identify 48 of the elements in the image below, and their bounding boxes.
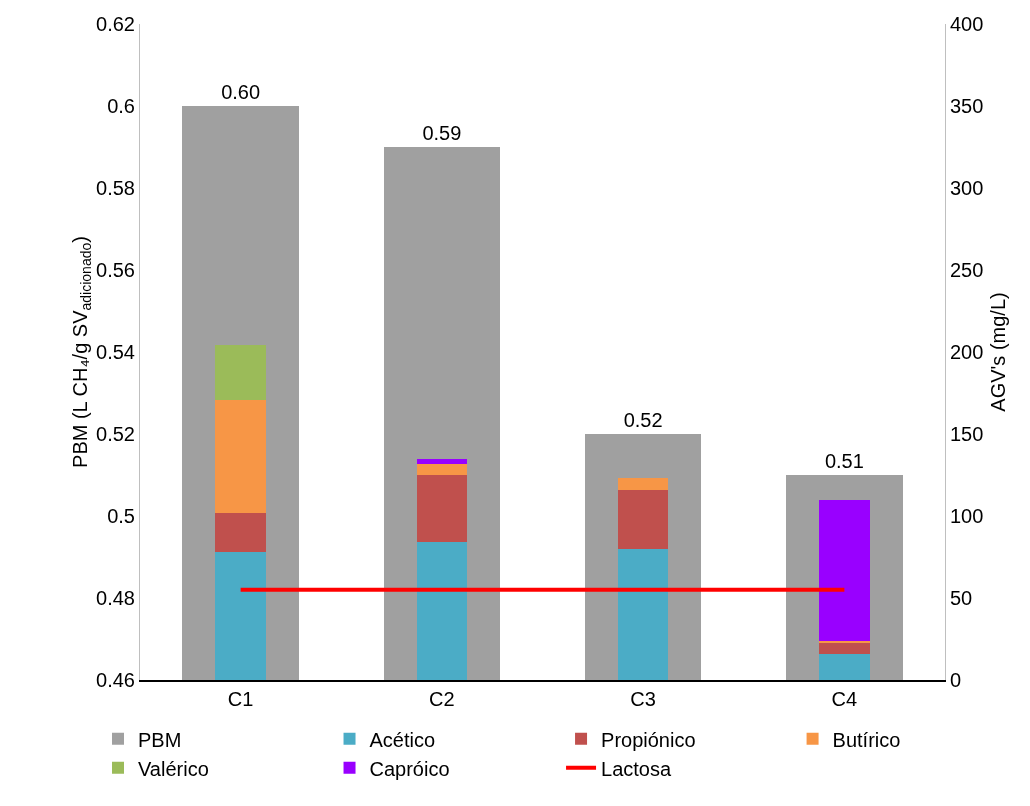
legend-label: PBM	[138, 728, 182, 751]
legend-label: Capróico	[369, 757, 450, 780]
y2-axis-title: AGV's (mg/L)	[987, 292, 1009, 412]
legend-label: Acético	[369, 728, 436, 751]
legend-label: Valérico	[138, 757, 209, 780]
y2-tick-label: 300	[950, 177, 984, 199]
bar	[819, 642, 870, 654]
data-label: 0.52	[623, 409, 663, 431]
x-tick-label: C1	[227, 688, 254, 710]
data-label: 0.51	[824, 450, 864, 472]
y2-tick-label: 250	[950, 259, 984, 281]
y-tick-label: 0.56	[96, 259, 135, 281]
y-tick-label: 0.54	[96, 341, 135, 363]
y-tick-label: 0.58	[96, 177, 135, 199]
bar	[416, 464, 468, 475]
y2-tick-label: 350	[950, 95, 984, 117]
y2-tick-label: 0	[950, 669, 962, 691]
y2-tick-label: 150	[950, 423, 984, 445]
bar	[215, 512, 266, 553]
legend-label: Butírico	[832, 728, 901, 751]
x-tick-label: C2	[429, 688, 455, 710]
legend-label: Lactosa	[601, 757, 672, 780]
bar	[416, 475, 468, 543]
y-tick-label: 0.52	[96, 423, 135, 445]
bar	[416, 542, 468, 680]
bar	[819, 653, 870, 680]
bar	[617, 478, 669, 490]
bar	[617, 548, 669, 680]
x-tick-label: C4	[831, 688, 858, 710]
y-tick-label: 0.6	[107, 95, 135, 117]
bar	[617, 489, 669, 549]
x-tick-label: C3	[630, 688, 656, 710]
y-tick-label: 0.46	[96, 669, 135, 691]
data-label: 0.60	[221, 81, 261, 103]
y2-tick-label: 200	[950, 341, 984, 363]
bar	[215, 552, 266, 680]
bar	[215, 345, 266, 400]
data-label: 0.59	[422, 122, 462, 144]
y-tick-label: 0.5	[107, 505, 135, 527]
y-tick-label: 0.62	[96, 13, 135, 35]
y2-tick-label: 100	[950, 505, 984, 527]
legend-label: Propiónico	[601, 728, 696, 751]
bar	[819, 499, 870, 641]
y-tick-label: 0.48	[96, 587, 135, 609]
bar	[215, 399, 266, 513]
bar	[416, 458, 468, 465]
y2-tick-label: 50	[950, 587, 973, 609]
y2-tick-label: 400	[950, 13, 984, 35]
